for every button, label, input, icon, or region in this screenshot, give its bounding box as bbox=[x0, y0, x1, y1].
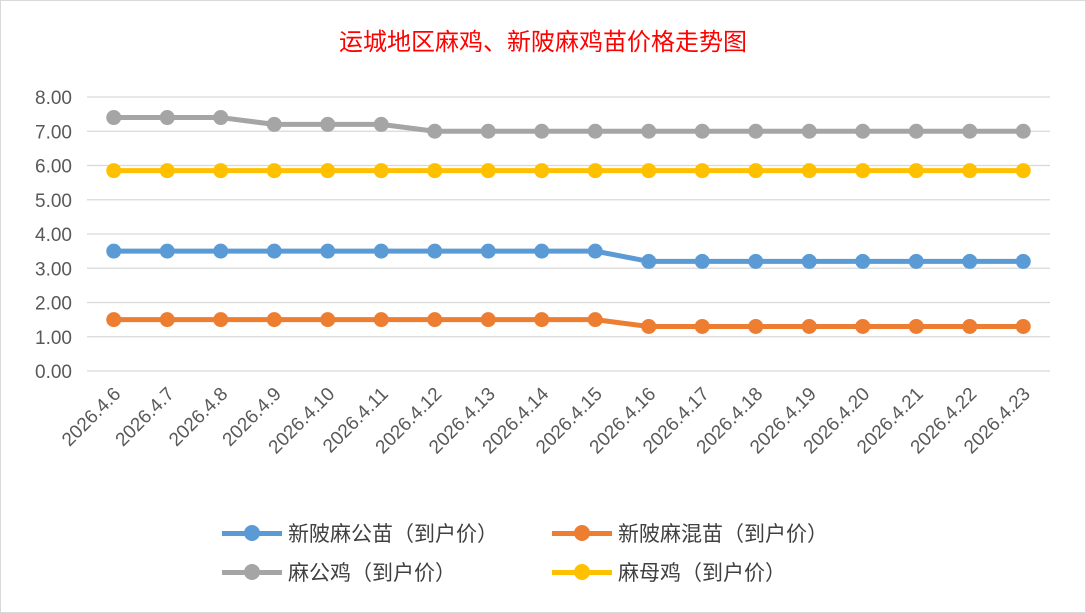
data-point bbox=[694, 318, 710, 334]
legend-item-series-1: 新陂麻混苗（到户价） bbox=[552, 518, 828, 548]
data-point bbox=[641, 318, 657, 334]
legend-marker-icon bbox=[552, 560, 612, 584]
data-point bbox=[587, 243, 603, 259]
data-point bbox=[908, 318, 924, 334]
data-point bbox=[106, 110, 122, 126]
data-point bbox=[748, 163, 764, 179]
data-point bbox=[373, 163, 389, 179]
legend-label: 麻母鸡（到户价） bbox=[618, 561, 786, 585]
data-point bbox=[320, 163, 336, 179]
data-point bbox=[641, 253, 657, 269]
data-point bbox=[213, 243, 229, 259]
data-point bbox=[641, 123, 657, 139]
data-point bbox=[1015, 318, 1031, 334]
data-point bbox=[480, 123, 496, 139]
data-point bbox=[962, 253, 978, 269]
data-point bbox=[587, 312, 603, 328]
y-tick-label: 2.00 bbox=[35, 294, 72, 315]
y-tick-label: 1.00 bbox=[35, 328, 72, 349]
data-point bbox=[266, 243, 282, 259]
y-tick-label: 6.00 bbox=[35, 157, 72, 178]
data-point bbox=[159, 312, 175, 328]
data-point bbox=[748, 123, 764, 139]
legend-label: 新陂麻混苗（到户价） bbox=[618, 522, 828, 546]
data-point bbox=[1015, 163, 1031, 179]
data-point bbox=[694, 253, 710, 269]
data-point bbox=[320, 312, 336, 328]
data-point bbox=[641, 163, 657, 179]
y-tick-label: 7.00 bbox=[35, 122, 72, 143]
data-point bbox=[855, 318, 871, 334]
legend-label: 新陂麻公苗（到户价） bbox=[288, 522, 498, 546]
data-point bbox=[962, 123, 978, 139]
data-point bbox=[373, 243, 389, 259]
chart-title: 运城地区麻鸡、新陂麻鸡苗价格走势图 bbox=[339, 28, 747, 56]
legend-item-series-2: 麻公鸡（到户价） bbox=[222, 557, 456, 587]
data-point bbox=[855, 163, 871, 179]
data-point bbox=[855, 253, 871, 269]
data-point bbox=[480, 312, 496, 328]
legend-marker-icon bbox=[222, 560, 282, 584]
data-point bbox=[427, 123, 443, 139]
data-point bbox=[106, 312, 122, 328]
series-line-2 bbox=[113, 115, 1024, 134]
data-point bbox=[962, 163, 978, 179]
data-point bbox=[480, 163, 496, 179]
data-point bbox=[694, 163, 710, 179]
data-point bbox=[534, 123, 550, 139]
legend-item-series-3: 麻母鸡（到户价） bbox=[552, 557, 786, 587]
data-point bbox=[908, 123, 924, 139]
data-point bbox=[213, 312, 229, 328]
data-point bbox=[320, 243, 336, 259]
data-point bbox=[266, 116, 282, 132]
legend-marker-icon bbox=[222, 521, 282, 545]
y-tick-label: 5.00 bbox=[35, 191, 72, 212]
data-point bbox=[320, 116, 336, 132]
data-point bbox=[373, 116, 389, 132]
legend-label: 麻公鸡（到户价） bbox=[288, 561, 456, 585]
data-point bbox=[587, 123, 603, 139]
data-point bbox=[694, 123, 710, 139]
data-point bbox=[801, 163, 817, 179]
data-point bbox=[106, 243, 122, 259]
y-tick-label: 0.00 bbox=[35, 362, 72, 383]
data-point bbox=[534, 243, 550, 259]
data-point bbox=[1015, 253, 1031, 269]
data-point bbox=[534, 163, 550, 179]
y-tick-label: 3.00 bbox=[35, 259, 72, 280]
data-point bbox=[159, 243, 175, 259]
data-point bbox=[1015, 123, 1031, 139]
data-point bbox=[159, 110, 175, 126]
data-point bbox=[534, 312, 550, 328]
data-point bbox=[213, 163, 229, 179]
data-point bbox=[587, 163, 603, 179]
legend-marker-icon bbox=[552, 521, 612, 545]
y-tick-label: 4.00 bbox=[35, 225, 72, 246]
data-point bbox=[427, 163, 443, 179]
data-point bbox=[373, 312, 389, 328]
data-point bbox=[480, 243, 496, 259]
series-line-0 bbox=[113, 248, 1024, 264]
legend-item-series-0: 新陂麻公苗（到户价） bbox=[222, 518, 498, 548]
data-point bbox=[801, 318, 817, 334]
data-point bbox=[427, 243, 443, 259]
data-point bbox=[962, 318, 978, 334]
data-point bbox=[266, 312, 282, 328]
series-line-1 bbox=[113, 317, 1024, 329]
data-point bbox=[801, 123, 817, 139]
data-point bbox=[266, 163, 282, 179]
data-point bbox=[748, 253, 764, 269]
data-point bbox=[908, 163, 924, 179]
data-point bbox=[427, 312, 443, 328]
data-point bbox=[908, 253, 924, 269]
data-point bbox=[748, 318, 764, 334]
data-point bbox=[159, 163, 175, 179]
y-tick-label: 8.00 bbox=[35, 88, 72, 109]
data-point bbox=[855, 123, 871, 139]
data-point bbox=[213, 110, 229, 126]
data-point bbox=[106, 163, 122, 179]
data-point bbox=[801, 253, 817, 269]
